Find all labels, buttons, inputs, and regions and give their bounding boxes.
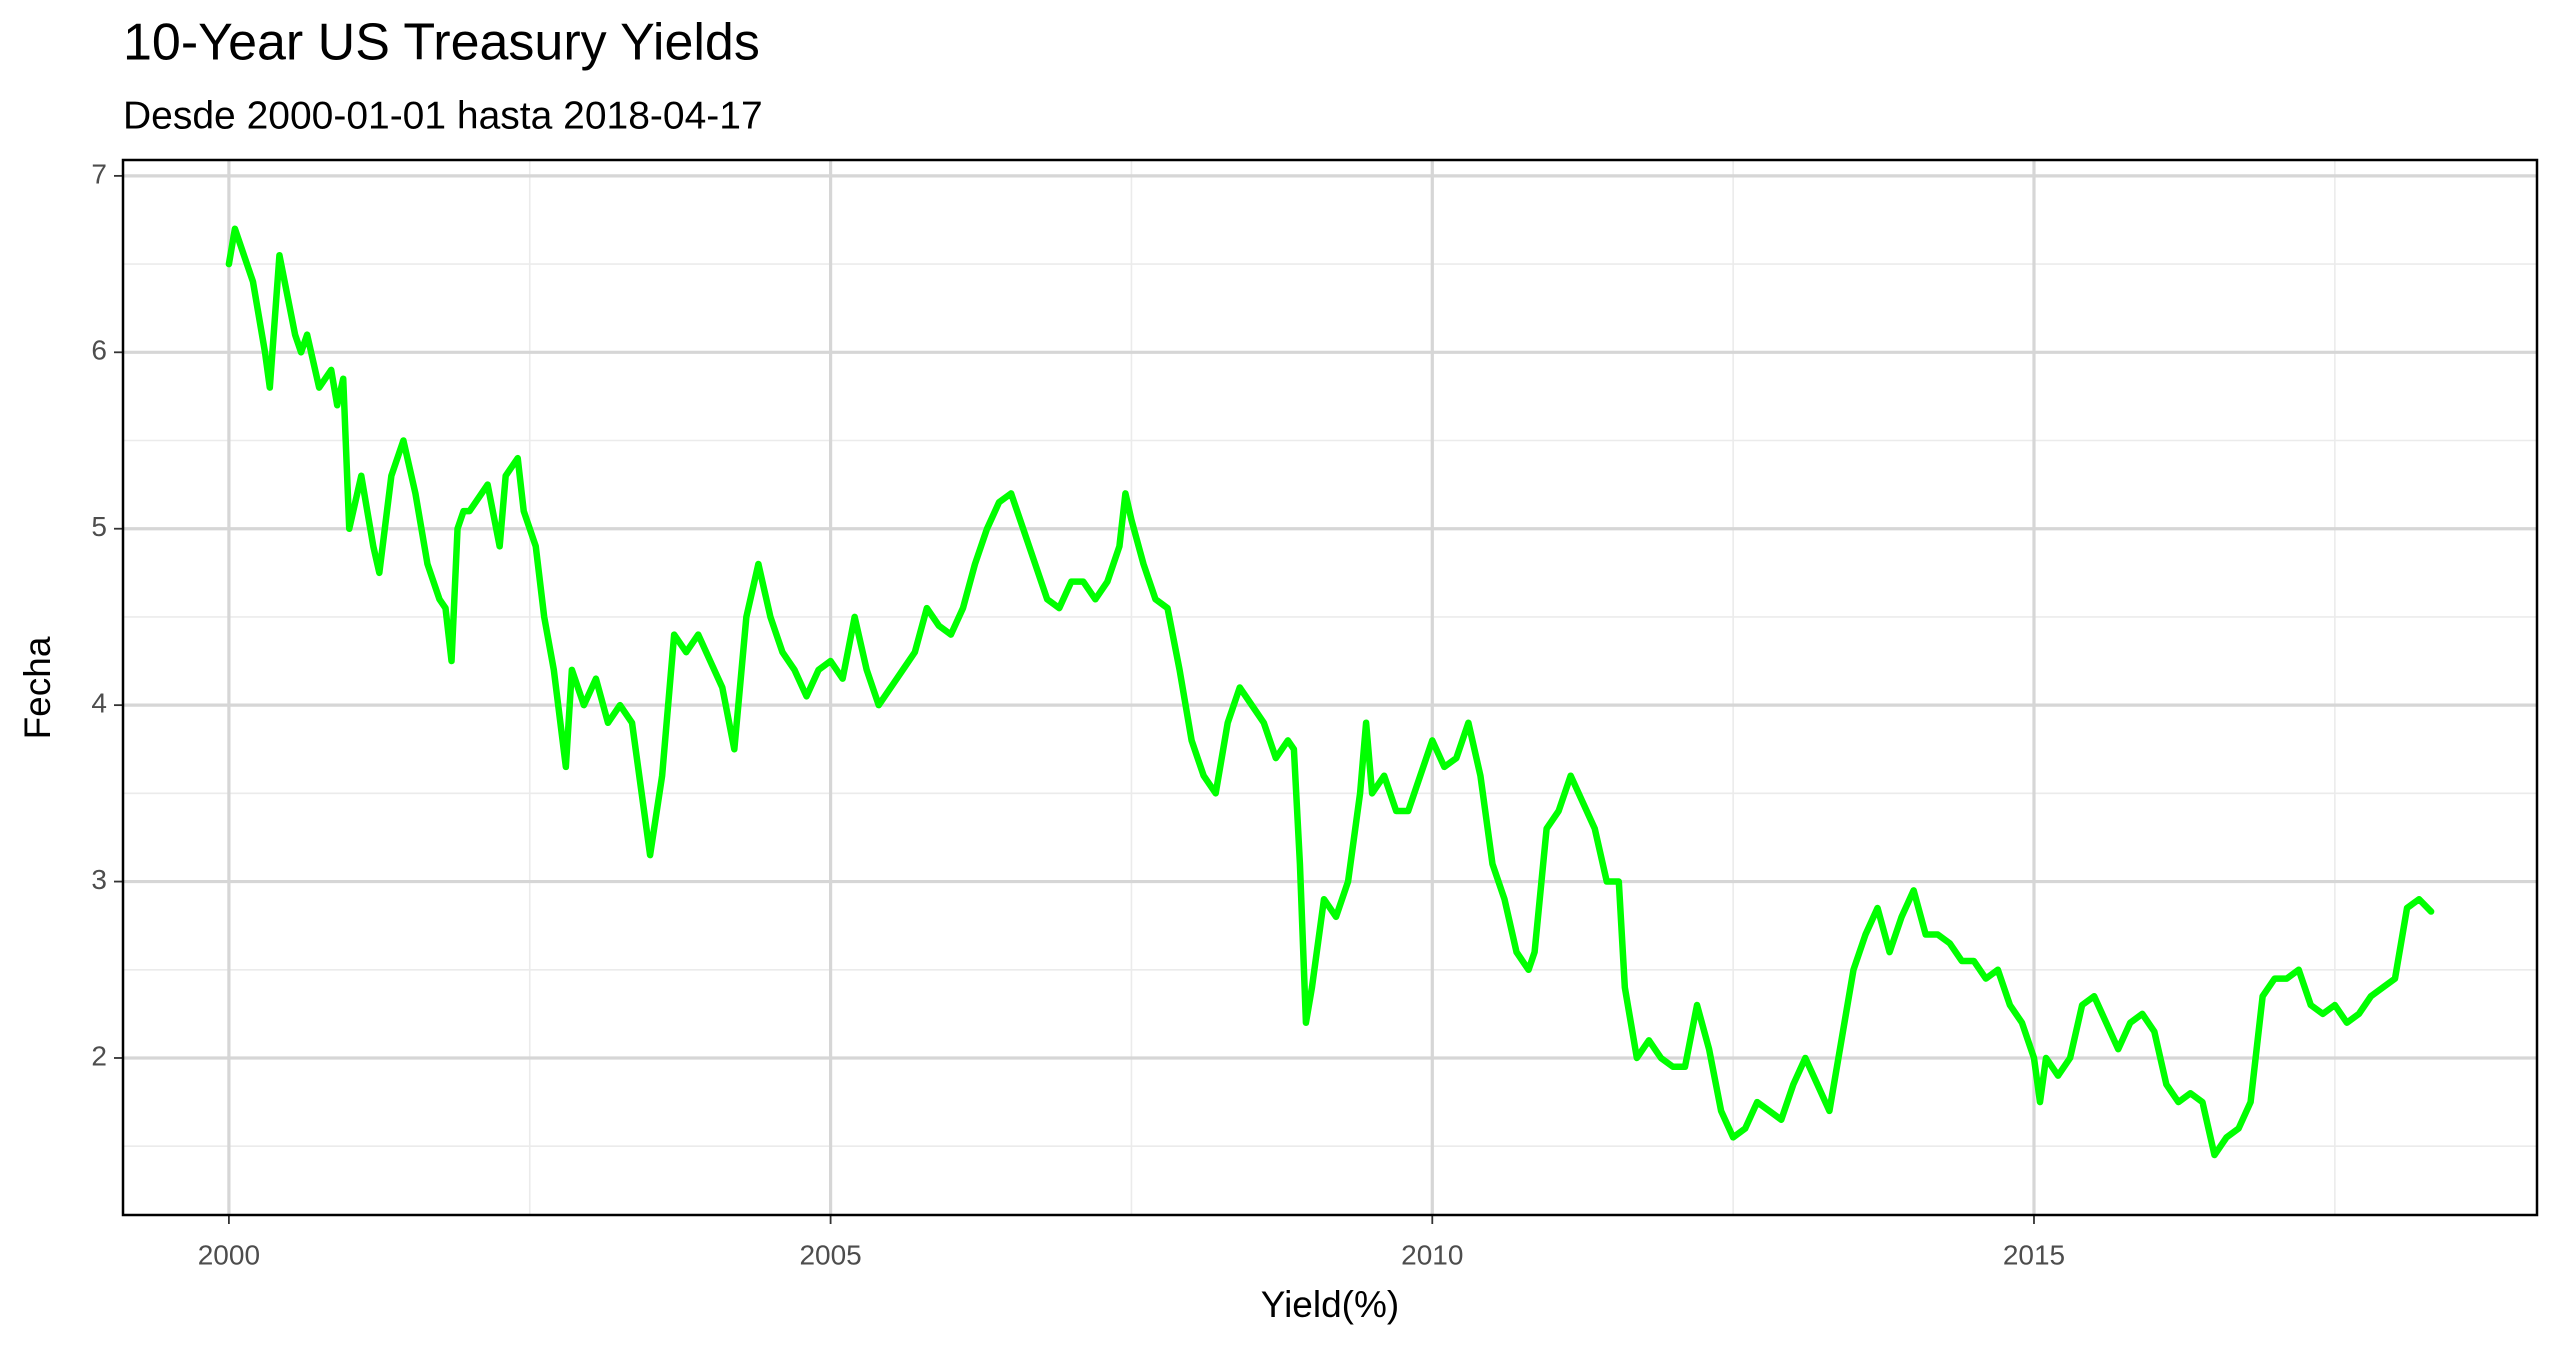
data-line bbox=[225, 225, 2435, 1159]
y-tick-label: 2 bbox=[91, 1040, 107, 1071]
y-tick-label: 3 bbox=[91, 864, 107, 895]
x-tick-label: 2010 bbox=[1401, 1239, 1463, 1270]
y-tick-label: 6 bbox=[91, 335, 107, 366]
chart-title: 10-Year US Treasury Yields bbox=[123, 14, 760, 72]
y-tick-label: 7 bbox=[91, 158, 107, 189]
y-tick-label: 5 bbox=[91, 511, 107, 542]
x-tick-label: 2005 bbox=[799, 1239, 861, 1270]
x-tick-label: 2000 bbox=[198, 1239, 260, 1270]
x-axis-title: Yield(%) bbox=[1261, 1284, 1399, 1325]
y-axis-title: Fecha bbox=[17, 636, 58, 739]
y-tick-label: 4 bbox=[91, 688, 107, 719]
panel-border bbox=[121, 158, 2539, 1217]
chart-subtitle: Desde 2000-01-01 hasta 2018-04-17 bbox=[123, 94, 763, 137]
x-tick-label: 2015 bbox=[2003, 1239, 2065, 1270]
